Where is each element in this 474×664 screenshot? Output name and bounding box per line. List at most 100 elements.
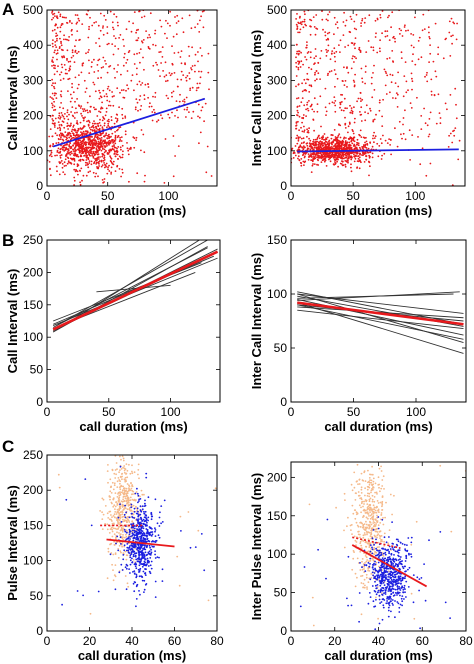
- scatter-point: [386, 30, 389, 32]
- scatter-point: [427, 26, 430, 29]
- scatter-point: [339, 51, 341, 53]
- scatter-point: [105, 63, 107, 65]
- scatter-point: [96, 64, 99, 66]
- scatter-point: [123, 519, 126, 522]
- scatter-point: [103, 151, 106, 154]
- scatter-point: [139, 548, 142, 550]
- scatter-point: [54, 82, 57, 85]
- scatter-point: [164, 61, 167, 64]
- scatter-point: [375, 587, 378, 590]
- scatter-point: [121, 455, 124, 458]
- scatter-point: [350, 158, 353, 161]
- scatter-point: [69, 153, 72, 156]
- scatter-point: [316, 110, 319, 113]
- scatter-point: [381, 485, 384, 487]
- scatter-point: [403, 75, 406, 77]
- scatter-point: [363, 532, 366, 534]
- scatter-point: [145, 564, 148, 567]
- scatter-point: [161, 46, 164, 48]
- scatter-point: [109, 486, 112, 489]
- scatter-point: [342, 155, 345, 158]
- scatter-point: [343, 11, 345, 14]
- scatter-point: [107, 464, 109, 466]
- scatter-point: [297, 66, 300, 69]
- scatter-point: [382, 517, 384, 519]
- scatter-point: [144, 568, 147, 570]
- scatter-point: [330, 134, 333, 136]
- scatter-point: [337, 147, 339, 150]
- scatter-point: [344, 165, 347, 168]
- scatter-point: [353, 20, 356, 23]
- scatter-point: [351, 504, 354, 507]
- scatter-point: [161, 580, 164, 582]
- scatter-point: [129, 472, 132, 475]
- scatter-point: [93, 142, 96, 145]
- scatter-point: [106, 523, 109, 526]
- scatter-point: [60, 44, 63, 47]
- scatter-point: [115, 113, 118, 116]
- scatter-point: [100, 66, 103, 69]
- scatter-point: [90, 524, 93, 527]
- scatter-point: [135, 530, 138, 533]
- scatter-point: [428, 133, 431, 136]
- scatter-point: [376, 514, 378, 517]
- scatter-point: [122, 508, 125, 511]
- scatter-point: [109, 10, 112, 13]
- scatter-point: [302, 114, 305, 116]
- scatter-point: [54, 92, 56, 95]
- scatter-point: [119, 455, 121, 458]
- scatter-point: [89, 128, 92, 131]
- scatter-point: [381, 115, 383, 118]
- scatter-point: [450, 35, 453, 38]
- scatter-point: [151, 533, 154, 536]
- scatter-point: [351, 110, 354, 113]
- scatter-point: [130, 487, 133, 490]
- scatter-point: [316, 103, 319, 105]
- scatter-point: [51, 84, 53, 87]
- scatter-point: [352, 55, 354, 57]
- scatter-point: [130, 79, 133, 82]
- scatter-point: [66, 151, 69, 153]
- scatter-point: [316, 140, 319, 143]
- scatter-point: [96, 137, 99, 140]
- scatter-point: [392, 61, 395, 63]
- scatter-point: [74, 100, 76, 103]
- scatter-point: [127, 87, 130, 90]
- scatter-point: [385, 501, 387, 504]
- scatter-point: [329, 160, 332, 163]
- scatter-point: [363, 568, 365, 570]
- scatter-point: [118, 526, 120, 528]
- scatter-point: [156, 120, 158, 123]
- scatter-point: [89, 105, 92, 108]
- y-tick-label: 100: [267, 144, 287, 158]
- scatter-point: [128, 568, 131, 570]
- scatter-point: [203, 569, 206, 572]
- scatter-point: [144, 574, 147, 576]
- scatter-point: [358, 156, 361, 159]
- scatter-point: [144, 558, 147, 561]
- scatter-point: [126, 490, 129, 493]
- scatter-point: [382, 475, 385, 478]
- scatter-point: [143, 151, 146, 154]
- scatter-point: [154, 498, 157, 501]
- scatter-point: [183, 101, 186, 103]
- scatter-point: [394, 82, 397, 84]
- scatter-point: [304, 153, 307, 155]
- scatter-point: [351, 489, 354, 492]
- scatter-point: [71, 152, 73, 155]
- scatter-point: [391, 513, 393, 516]
- scatter-point: [185, 116, 187, 118]
- scatter-point: [334, 152, 336, 155]
- scatter-point: [365, 545, 368, 548]
- scatter-point: [94, 139, 96, 142]
- scatter-point: [148, 540, 150, 542]
- scatter-point: [99, 124, 102, 127]
- scatter-point: [389, 548, 392, 550]
- scatter-point: [333, 55, 336, 58]
- scatter-point: [319, 95, 322, 98]
- scatter-point: [375, 554, 377, 557]
- scatter-point: [360, 25, 362, 27]
- scatter-point: [127, 547, 130, 549]
- scatter-point: [352, 557, 355, 560]
- scatter-point: [301, 130, 304, 133]
